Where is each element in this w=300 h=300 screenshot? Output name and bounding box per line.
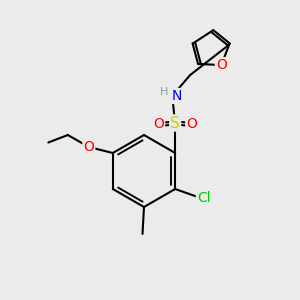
Text: O: O	[216, 58, 227, 72]
Text: N: N	[172, 89, 182, 103]
Text: S: S	[170, 116, 180, 130]
Text: O: O	[186, 118, 197, 131]
Text: Cl: Cl	[197, 191, 211, 205]
Text: O: O	[153, 118, 164, 131]
Text: O: O	[83, 140, 94, 154]
Text: H: H	[160, 87, 168, 98]
